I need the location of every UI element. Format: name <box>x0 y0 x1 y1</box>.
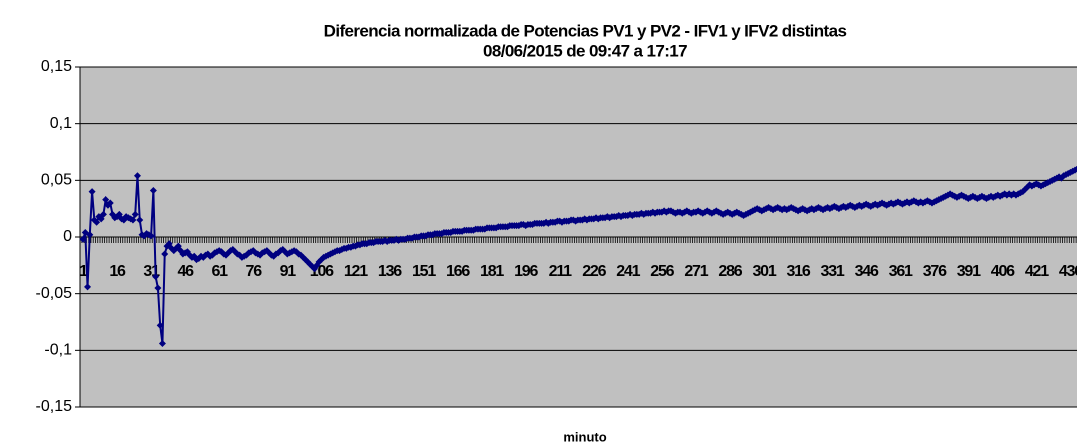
x-tick-label: 376 <box>923 263 947 280</box>
x-tick-label: 226 <box>582 263 606 280</box>
data-point <box>154 284 162 292</box>
data-point <box>195 255 203 263</box>
x-tick-label: 241 <box>616 263 640 280</box>
x-tick-label: 136 <box>378 263 402 280</box>
y-tick-label: 0,05 <box>41 172 72 189</box>
x-tick-label: 286 <box>718 263 742 280</box>
x-tick-label: 166 <box>446 263 470 280</box>
data-point <box>93 218 101 226</box>
y-tick-label: 0,1 <box>50 115 72 132</box>
y-tick-label: 0 <box>63 228 72 245</box>
x-tick-label: 361 <box>889 263 913 280</box>
data-point <box>84 283 92 291</box>
x-tick-label: 1 <box>79 263 88 280</box>
x-tick-label: 196 <box>514 263 538 280</box>
data-point <box>106 199 114 207</box>
data-point <box>152 273 160 281</box>
data-point <box>102 196 110 204</box>
chart-subtitle: 08/06/2015 de 09:47 a 17:17 <box>483 41 687 60</box>
y-tick-label: -0,15 <box>36 398 73 415</box>
x-tick-label: 316 <box>786 263 810 280</box>
data-point <box>79 235 87 243</box>
x-tick-label: 346 <box>855 263 879 280</box>
x-tick-label: 151 <box>412 263 436 280</box>
x-tick-label: 121 <box>344 263 368 280</box>
x-tick-label: 256 <box>650 263 674 280</box>
x-tick-label: 406 <box>991 263 1015 280</box>
y-tick-label: -0,1 <box>44 342 72 359</box>
x-tick-label: 271 <box>684 263 708 280</box>
y-tick-label: 0,15 <box>41 58 72 75</box>
data-point <box>156 321 164 329</box>
data-point <box>99 210 107 218</box>
x-tick-label: 181 <box>480 263 504 280</box>
data-point <box>86 231 94 239</box>
x-tick-label: 436 <box>1059 263 1077 280</box>
x-tick-label: 76 <box>246 263 263 280</box>
x-tick-label: 91 <box>280 263 297 280</box>
x-tick-label: 61 <box>211 263 228 280</box>
data-point <box>1073 165 1077 173</box>
data-point <box>129 216 137 224</box>
data-point <box>161 250 169 258</box>
data-point <box>88 188 96 196</box>
data-point <box>131 210 139 218</box>
x-tick-label: 301 <box>752 263 776 280</box>
chart-title: Diferencia normalizada de Potencias PV1 … <box>324 21 847 40</box>
data-point <box>136 216 144 224</box>
x-tick-label: 331 <box>821 263 845 280</box>
x-tick-label: 421 <box>1025 263 1049 280</box>
x-axis-label: minuto <box>563 429 606 444</box>
y-tick-label: -0,05 <box>36 285 73 302</box>
data-point <box>133 172 141 180</box>
x-tick-label: 46 <box>177 263 194 280</box>
data-point <box>158 340 166 348</box>
x-tick-label: 391 <box>957 263 981 280</box>
data-point <box>149 187 157 195</box>
x-tick-label: 211 <box>549 263 573 280</box>
data-point <box>147 232 155 240</box>
x-tick-label: 16 <box>109 263 126 280</box>
